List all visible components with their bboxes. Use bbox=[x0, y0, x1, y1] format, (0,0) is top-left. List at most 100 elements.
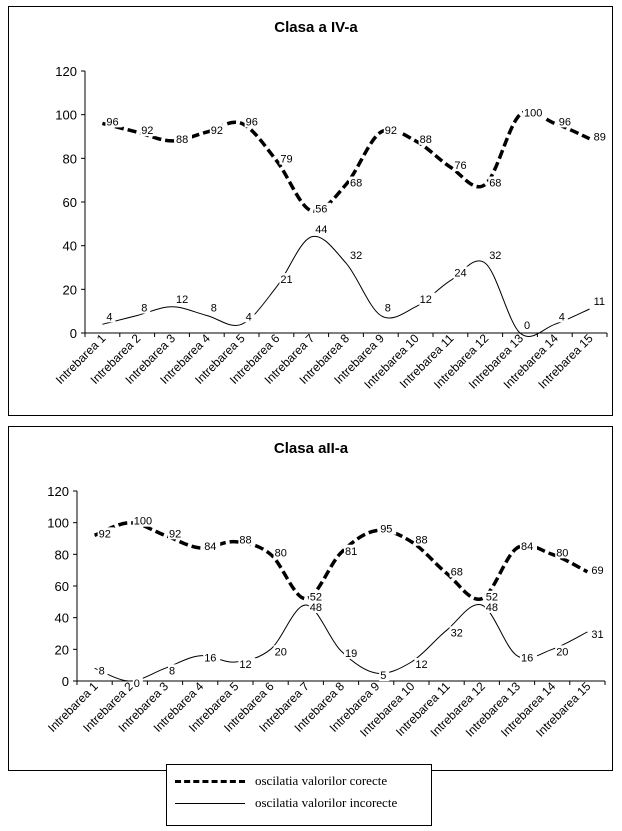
chart-1-series-correct-line bbox=[101, 109, 591, 213]
chart-1-data-label-bg bbox=[383, 301, 394, 314]
chart-2-data-label: 32 bbox=[451, 627, 463, 639]
chart-1-data-label: 79 bbox=[280, 154, 292, 166]
legend-dashed-swatch bbox=[175, 776, 245, 786]
chart-1-data-label: 4 bbox=[246, 311, 252, 323]
chart-1-data-label-bg bbox=[314, 202, 332, 215]
chart-1-data-label-bg bbox=[175, 292, 192, 305]
chart-1-data-label-bg bbox=[279, 273, 297, 286]
chart-2-data-label-bg bbox=[379, 522, 397, 535]
chart-1-data-label-bg bbox=[557, 310, 568, 323]
chart-2-data-label-bg bbox=[238, 533, 256, 546]
chart-1-data-label-bg bbox=[140, 301, 151, 314]
chart-1-data-label-bg bbox=[592, 130, 610, 143]
chart-1-data-label-bg bbox=[523, 319, 533, 331]
chart-2-data-label: 52 bbox=[486, 592, 498, 604]
chart-2-y-tick-label: 60 bbox=[55, 579, 69, 594]
chart-1-data-label-bg bbox=[523, 106, 547, 119]
chart-1-y-tick-label: 100 bbox=[55, 108, 77, 123]
chart-panel-clasa-ii: Clasa aII-a 0 20 40 60 80 100 120 Intrebarea 1 In… bbox=[8, 426, 613, 771]
legend: oscilatia valorilor corecte oscilatia va… bbox=[166, 764, 432, 826]
chart-1-series-incorrect-line bbox=[102, 235, 590, 337]
chart-1-data-label: 4 bbox=[106, 311, 112, 323]
chart-2-data-label: 12 bbox=[239, 659, 251, 671]
chart-2-data-label-bg bbox=[168, 527, 185, 540]
chart-2-data-label: 92 bbox=[169, 528, 181, 540]
chart-1-data-label: 96 bbox=[246, 116, 258, 128]
chart-2-data-label: 68 bbox=[451, 566, 463, 578]
chart-2-y-tick-label: 80 bbox=[55, 547, 69, 562]
chart-2-data-label: 12 bbox=[415, 659, 427, 671]
chart-2-data-label: 92 bbox=[99, 528, 111, 540]
chart-1-data-label: 68 bbox=[350, 178, 362, 190]
chart-1-data-label-bg bbox=[105, 115, 123, 128]
chart-2-data-label-bg bbox=[203, 540, 221, 552]
chart-1-data-label-bg bbox=[349, 249, 366, 262]
chart-2-data-label: 20 bbox=[556, 646, 568, 658]
chart-1-data-label: 92 bbox=[211, 125, 223, 137]
chart-2-data-label-bg bbox=[203, 651, 221, 664]
chart-1-data-label: 56 bbox=[315, 204, 327, 216]
chart-2-title: Clasa aII-a bbox=[274, 440, 349, 457]
chart-2-data-label-bg bbox=[273, 645, 291, 658]
chart-2-data-label-bg bbox=[344, 544, 361, 557]
chart-1-data-label-bg bbox=[209, 301, 220, 314]
chart-1-data-label-bg bbox=[557, 115, 575, 128]
chart-2-data-label: 81 bbox=[345, 546, 357, 558]
chart-2-y-tick-label: 20 bbox=[55, 642, 69, 657]
chart-1-data-label-bg bbox=[488, 176, 506, 189]
chart-2-data-label: 48 bbox=[486, 602, 498, 614]
chart-1-data-label-bg bbox=[279, 152, 297, 165]
chart-1-data-label: 88 bbox=[420, 134, 432, 146]
chart-2-data-label-bg bbox=[97, 527, 115, 540]
chart-2-data-label-bg bbox=[555, 645, 573, 658]
legend-item-incorrect: oscilatia valorilor incorecte bbox=[175, 794, 397, 812]
chart-2-data-label: 48 bbox=[310, 602, 322, 614]
chart-2-data-label-bg bbox=[449, 565, 467, 578]
chart-1-data-label: 96 bbox=[106, 116, 118, 128]
chart-2-data-label: 84 bbox=[521, 541, 533, 553]
chart-2-data-label-bg bbox=[379, 669, 390, 682]
chart-2-data-label: 20 bbox=[275, 646, 287, 658]
legend-label-correct: oscilatia valorilor corecte bbox=[255, 773, 388, 788]
chart-1-data-label: 100 bbox=[524, 108, 542, 120]
chart-2-data-label: 69 bbox=[591, 565, 603, 577]
chart-1-data-label-bg bbox=[244, 310, 255, 323]
chart-2-data-label-bg bbox=[590, 627, 608, 640]
chart-2-data-label-bg bbox=[520, 540, 537, 552]
chart-2-data-label-bg bbox=[308, 601, 326, 613]
chart-1-data-label-bg bbox=[349, 176, 366, 189]
chart-1-data-label: 8 bbox=[211, 303, 217, 315]
legend-label-incorrect: oscilatia valorilor incorecte bbox=[255, 795, 398, 810]
chart-2-data-label-bg bbox=[168, 664, 178, 677]
chart-2-data-label: 95 bbox=[380, 524, 392, 536]
chart-2-data-label-bg bbox=[308, 590, 326, 603]
chart-2-data-label-bg bbox=[97, 664, 108, 677]
chart-1-y-tick-label: 120 bbox=[55, 64, 77, 79]
chart-2-data-label: 88 bbox=[415, 535, 427, 547]
chart-2-data-label: 16 bbox=[204, 653, 216, 665]
chart-2-data-label: 8 bbox=[169, 665, 175, 677]
chart-1-data-label: 21 bbox=[280, 274, 292, 286]
chart-1-data-label-bg bbox=[175, 132, 192, 145]
chart-1-data-label-bg bbox=[418, 132, 436, 145]
chart-2-data-label: 88 bbox=[239, 535, 251, 547]
chart-2-data-label: 31 bbox=[591, 629, 603, 641]
chart-1-data-label: 68 bbox=[489, 178, 501, 190]
chart-1-y-tick-label: 0 bbox=[70, 326, 77, 341]
chart-1-data-label-bg bbox=[244, 115, 262, 128]
chart-2-y-tick-label: 0 bbox=[62, 674, 69, 689]
chart-2-series-correct-line bbox=[93, 520, 589, 601]
chart-2-data-label-bg bbox=[414, 658, 432, 670]
chart-2-series-incorrect-line bbox=[94, 603, 588, 682]
chart-1-data-label: 24 bbox=[454, 268, 466, 280]
chart-2-data-label: 8 bbox=[99, 665, 105, 677]
chart-1-title: Clasa a IV-a bbox=[274, 19, 358, 36]
chart-2-data-label: 0 bbox=[134, 678, 140, 690]
chart-2-data-label: 16 bbox=[521, 653, 533, 665]
chart-1-data-label: 12 bbox=[176, 294, 188, 306]
chart-2-data-label-bg bbox=[520, 651, 537, 664]
chart-1-data-label: 32 bbox=[489, 250, 501, 262]
legend-item-correct: oscilatia valorilor corecte bbox=[175, 772, 387, 790]
